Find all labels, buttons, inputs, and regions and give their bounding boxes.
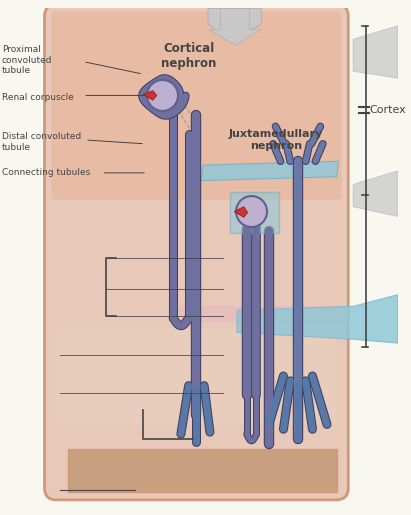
Polygon shape	[143, 91, 157, 100]
Polygon shape	[208, 8, 261, 36]
Circle shape	[147, 80, 178, 111]
Bar	[230, 192, 279, 233]
Polygon shape	[234, 207, 248, 217]
Polygon shape	[209, 8, 261, 45]
Polygon shape	[237, 295, 397, 343]
Text: Proximal
convoluted
tubule: Proximal convoluted tubule	[2, 45, 53, 75]
Polygon shape	[353, 26, 397, 78]
Polygon shape	[68, 449, 337, 492]
Polygon shape	[353, 171, 397, 216]
FancyBboxPatch shape	[44, 5, 348, 500]
Bar	[56, 328, 337, 424]
Polygon shape	[201, 161, 339, 181]
Text: Juxtamedullary
nephron: Juxtamedullary nephron	[229, 129, 323, 151]
Text: Renal corpuscle: Renal corpuscle	[2, 93, 74, 102]
Text: Cortical
nephron: Cortical nephron	[161, 42, 216, 70]
FancyBboxPatch shape	[51, 11, 342, 200]
FancyBboxPatch shape	[179, 306, 348, 322]
Text: Connecting tubules: Connecting tubules	[2, 168, 90, 177]
Text: Distal convoluted
tubule: Distal convoluted tubule	[2, 132, 81, 151]
Circle shape	[236, 196, 267, 227]
Text: Cortex: Cortex	[369, 105, 406, 115]
